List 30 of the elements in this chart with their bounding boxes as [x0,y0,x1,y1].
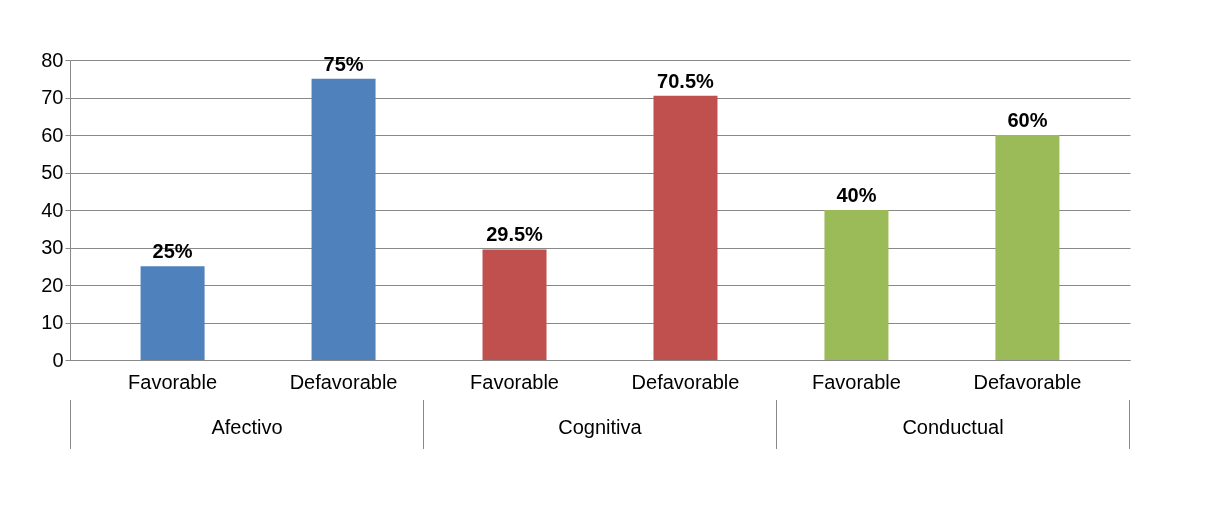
y-tick-label: 0 [52,348,64,371]
data-label: 70.5% [657,69,715,92]
y-tick-label: 20 [41,273,64,296]
y-tick-label: 60 [41,123,64,146]
x-tick-label: Favorable [470,370,559,393]
y-tick-label: 80 [41,48,64,71]
y-tick-label: 30 [41,236,64,258]
bar [824,210,889,360]
x-tick-label: Favorable [128,370,218,393]
bar [653,95,718,360]
bar [995,135,1060,360]
text: Afectivo [70,400,423,449]
data-label: 40% [836,184,877,206]
data-label: 60% [1007,109,1048,131]
y-tick-label: 40 [41,198,64,221]
y-tick-label: 10 [41,311,64,333]
y-tick-label: 70 [41,86,64,108]
data-label: 75% [323,52,364,75]
x-tick-label: Defavorable [289,370,398,393]
bar [140,266,205,360]
text: Conductual [776,400,1130,449]
y-tick-label: 50 [41,161,64,183]
text: Cognitiva [423,400,776,449]
x-tick-label: Defavorable [631,370,740,393]
data-label: 25% [152,240,193,263]
bar [482,249,547,360]
x-tick-label: Defavorable [973,370,1082,393]
bar [311,78,376,360]
x-tick-label: Favorable [811,370,901,393]
data-label: 29.5% [486,223,544,246]
